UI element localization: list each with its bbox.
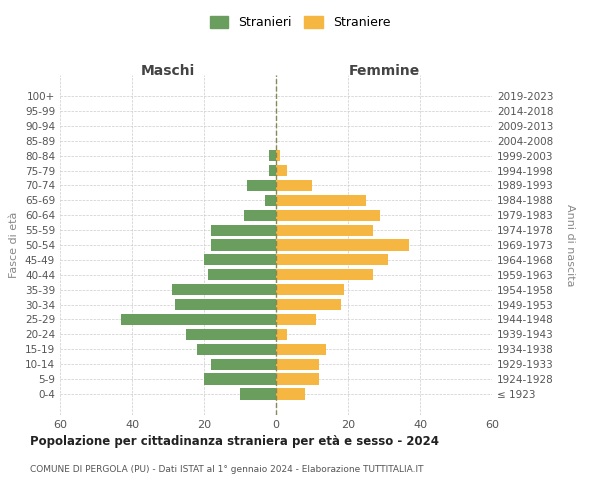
- Bar: [276, 240, 409, 250]
- Bar: [276, 165, 287, 176]
- Bar: [276, 388, 305, 400]
- Bar: [204, 374, 276, 384]
- Y-axis label: Fasce di età: Fasce di età: [10, 212, 19, 278]
- Bar: [211, 240, 276, 250]
- Bar: [276, 314, 316, 325]
- Bar: [211, 358, 276, 370]
- Bar: [265, 194, 276, 206]
- Bar: [175, 299, 276, 310]
- Bar: [276, 150, 280, 161]
- Bar: [276, 254, 388, 266]
- Bar: [204, 254, 276, 266]
- Bar: [244, 210, 276, 221]
- Bar: [208, 269, 276, 280]
- Bar: [121, 314, 276, 325]
- Bar: [276, 210, 380, 221]
- Bar: [269, 165, 276, 176]
- Text: Popolazione per cittadinanza straniera per età e sesso - 2024: Popolazione per cittadinanza straniera p…: [30, 435, 439, 448]
- Y-axis label: Anni di nascita: Anni di nascita: [565, 204, 575, 286]
- Bar: [197, 344, 276, 355]
- Bar: [276, 284, 344, 296]
- Bar: [276, 269, 373, 280]
- Legend: Stranieri, Straniere: Stranieri, Straniere: [205, 11, 395, 34]
- Bar: [276, 374, 319, 384]
- Bar: [276, 344, 326, 355]
- Bar: [240, 388, 276, 400]
- Text: Maschi: Maschi: [141, 64, 195, 78]
- Bar: [276, 329, 287, 340]
- Bar: [276, 299, 341, 310]
- Bar: [247, 180, 276, 191]
- Bar: [276, 358, 319, 370]
- Text: Femmine: Femmine: [349, 64, 419, 78]
- Bar: [211, 224, 276, 235]
- Bar: [172, 284, 276, 296]
- Bar: [276, 224, 373, 235]
- Bar: [276, 180, 312, 191]
- Bar: [269, 150, 276, 161]
- Text: COMUNE DI PERGOLA (PU) - Dati ISTAT al 1° gennaio 2024 - Elaborazione TUTTITALIA: COMUNE DI PERGOLA (PU) - Dati ISTAT al 1…: [30, 465, 424, 474]
- Bar: [186, 329, 276, 340]
- Bar: [276, 194, 366, 206]
